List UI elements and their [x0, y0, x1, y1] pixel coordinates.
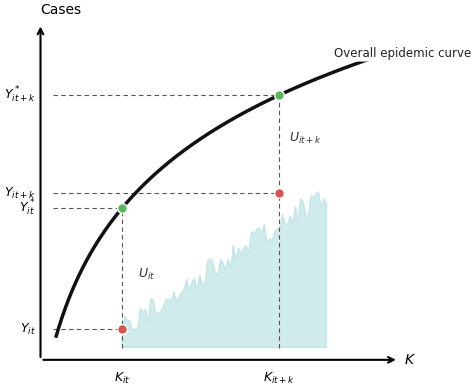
Text: $K_{it+k}$: $K_{it+k}$	[263, 371, 295, 386]
Text: $Y^*_{it+k}$: $Y^*_{it+k}$	[4, 85, 36, 105]
Text: K: K	[405, 353, 414, 367]
Text: $Y_{it}$: $Y_{it}$	[20, 321, 36, 336]
Text: Cases: Cases	[40, 4, 82, 18]
Text: $Y_{it+k}$: $Y_{it+k}$	[4, 186, 36, 201]
Polygon shape	[122, 192, 327, 347]
Text: $U_{it+k}$: $U_{it+k}$	[289, 130, 322, 145]
Text: Overall epidemic curve: Overall epidemic curve	[334, 47, 471, 60]
Text: $K_{it}$: $K_{it}$	[114, 371, 130, 386]
Text: $U_{it}$: $U_{it}$	[138, 267, 155, 282]
Text: $Y^*_{it}$: $Y^*_{it}$	[19, 198, 36, 218]
